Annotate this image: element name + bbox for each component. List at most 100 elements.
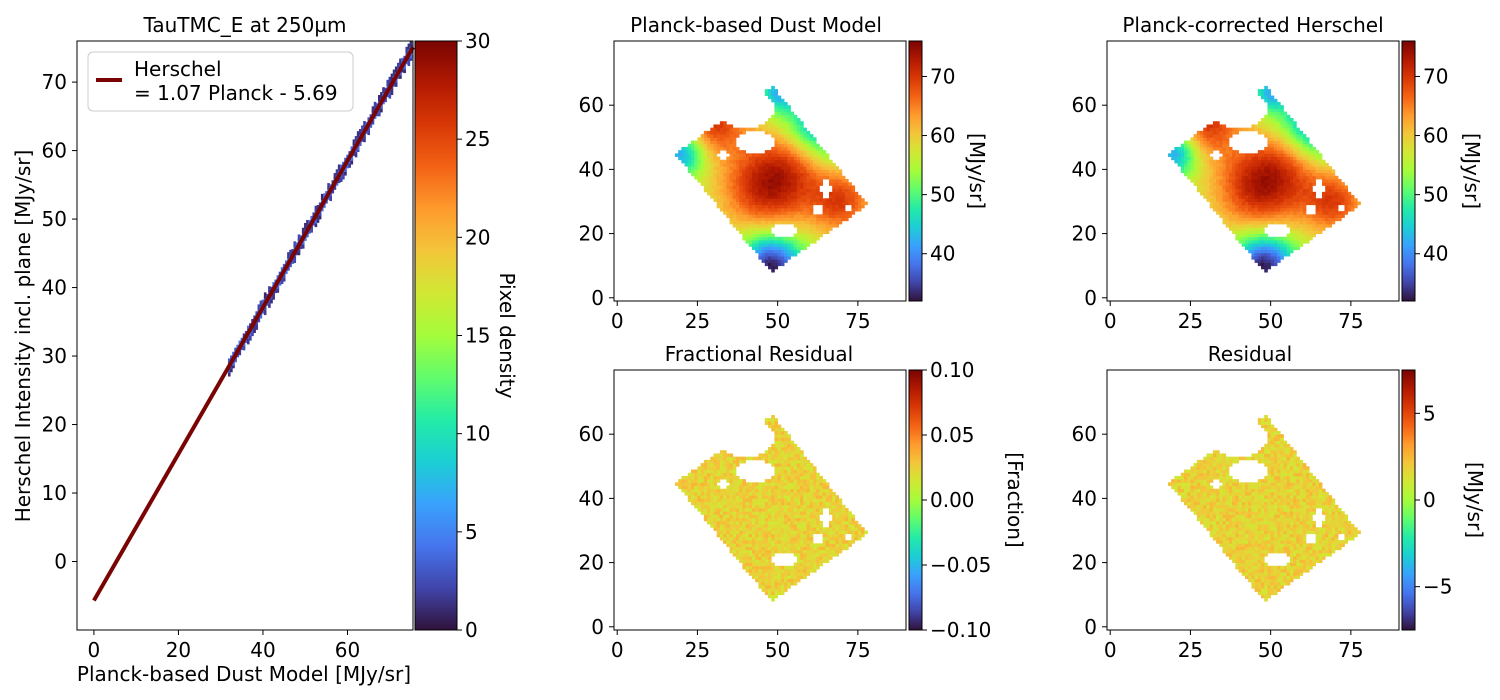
- map-pixel: [1273, 188, 1278, 193]
- map-pixel: [790, 182, 795, 186]
- map-pixel: [729, 543, 734, 547]
- map-pixel: [787, 127, 791, 132]
- map-pixel: [729, 185, 734, 190]
- map-pixel: [1251, 207, 1256, 212]
- map-pixel: [1309, 179, 1313, 183]
- map-pixel: [780, 182, 785, 186]
- map-pixel: [700, 140, 705, 145]
- map-pixel: [751, 562, 756, 567]
- density-cell: [261, 299, 265, 306]
- map-pixel: [707, 495, 711, 499]
- map-pixel: [1270, 156, 1275, 161]
- map-pixel: [1273, 137, 1278, 141]
- map-pixel: [774, 195, 779, 199]
- map-pixel: [803, 527, 807, 531]
- map-pixel: [1238, 223, 1243, 228]
- map-pixel: [748, 517, 753, 522]
- map-pixel: [739, 514, 743, 519]
- map-pixel: [1212, 137, 1217, 141]
- map-pixel: [780, 511, 785, 515]
- map-pixel: [1261, 223, 1265, 228]
- map-pixel: [784, 491, 788, 496]
- map-pixel: [1309, 236, 1313, 241]
- map-pixel: [1216, 143, 1220, 148]
- map-pixel: [700, 156, 705, 161]
- map-pixel: [771, 246, 775, 251]
- map-pixel: [1257, 162, 1262, 167]
- map-pixel: [800, 153, 804, 157]
- map-pixel: [751, 504, 756, 509]
- map-pixel: [1270, 185, 1275, 190]
- map-pixel: [1289, 124, 1294, 129]
- map-pixel: [764, 479, 769, 483]
- map-pixel: [1273, 211, 1278, 215]
- map-pixel: [1248, 162, 1252, 167]
- map-pixel: [1273, 256, 1278, 260]
- map-pixel: [710, 182, 714, 186]
- map-pixel: [816, 150, 820, 154]
- map-pixel: [803, 143, 807, 148]
- map-pixel: [1196, 150, 1201, 154]
- map-pixel: [825, 536, 830, 541]
- y-tick-label: 60: [579, 93, 604, 117]
- map-pixel: [726, 137, 730, 141]
- map-pixel: [771, 188, 775, 193]
- map-pixel: [719, 520, 724, 525]
- map-pixel: [787, 201, 791, 206]
- map-pixel: [848, 517, 852, 522]
- map-pixel: [787, 514, 791, 519]
- map-pixel: [784, 127, 788, 132]
- map-pixel: [1254, 240, 1259, 244]
- map-pixel: [803, 227, 807, 231]
- map-pixel: [777, 434, 782, 438]
- map-pixel: [816, 472, 820, 477]
- map-pixel: [825, 540, 830, 544]
- map-pixel: [832, 508, 836, 512]
- map-pixel: [1232, 166, 1236, 170]
- map-pixel: [748, 127, 753, 132]
- map-pixel: [803, 140, 807, 145]
- map-pixel: [1222, 137, 1227, 141]
- map-pixel: [1225, 156, 1230, 161]
- map-pixel: [1216, 179, 1220, 183]
- map-pixel: [774, 440, 779, 445]
- map-pixel: [1196, 175, 1201, 180]
- map-pixel: [1244, 156, 1249, 161]
- map-pixel: [761, 527, 766, 531]
- map-pixel: [755, 530, 759, 535]
- map-pixel: [796, 447, 801, 451]
- map-pixel: [1325, 166, 1329, 170]
- map-pixel: [809, 137, 814, 141]
- map-pixel: [771, 85, 775, 90]
- map-pixel: [742, 459, 746, 464]
- map-pixel: [809, 562, 814, 567]
- map-pixel: [819, 559, 823, 563]
- map-pixel: [774, 188, 779, 193]
- map-pixel: [732, 533, 737, 538]
- map-pixel: [755, 556, 759, 560]
- map-pixel: [803, 156, 807, 161]
- map-pixel: [1280, 134, 1284, 138]
- map-pixel: [1321, 175, 1326, 180]
- map-pixel: [707, 182, 711, 186]
- map-pixel: [838, 169, 843, 174]
- map-pixel: [1190, 153, 1195, 157]
- map-pixel: [723, 520, 727, 525]
- map-pixel: [796, 533, 801, 538]
- map-pixel: [777, 175, 782, 180]
- map-pixel: [678, 479, 682, 483]
- map-pixel: [787, 114, 791, 119]
- map-pixel: [751, 233, 756, 238]
- map-pixel: [703, 517, 708, 522]
- map-pixel: [796, 524, 801, 528]
- map-pixel: [793, 463, 798, 467]
- map-pixel: [809, 233, 814, 238]
- map-pixel: [1235, 207, 1239, 212]
- map-pixel: [1257, 124, 1262, 129]
- map-pixel: [787, 540, 791, 544]
- map-pixel: [1289, 214, 1294, 218]
- map-pixel: [764, 220, 769, 225]
- map-pixel: [739, 220, 743, 225]
- map-pixel: [1196, 188, 1201, 193]
- map-pixel: [806, 191, 811, 196]
